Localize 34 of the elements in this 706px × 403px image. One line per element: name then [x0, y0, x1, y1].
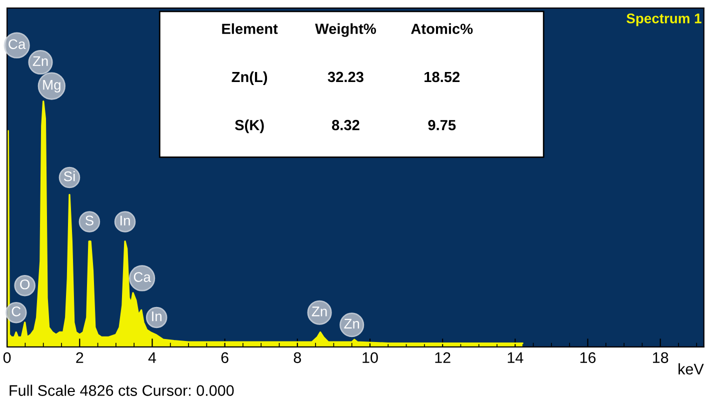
- x-tick-label: 0: [3, 352, 11, 364]
- annotation: Zn: [312, 306, 327, 316]
- x-tick-label: 6: [221, 352, 228, 364]
- annotation: O: [20, 279, 30, 290]
- text: Full Scale 4826 cts Cursor: 0.000: [10, 384, 234, 396]
- text: Weight%: [315, 23, 376, 37]
- text: Zn(L): [232, 71, 268, 86]
- annotation: S: [85, 216, 94, 226]
- annotation: C: [12, 306, 21, 316]
- text: 32.23: [328, 72, 364, 82]
- x-tick-label: 2: [76, 352, 84, 363]
- text: Atomic%: [411, 23, 473, 34]
- text: Element: [222, 23, 278, 34]
- x-axis-title: keV: [678, 363, 704, 375]
- text: Spectrum 1: [626, 14, 702, 26]
- x-tick-label: 10: [362, 352, 378, 364]
- annotation: Si: [64, 171, 75, 182]
- annotation: In: [120, 216, 130, 226]
- annotation: Zn: [344, 318, 360, 328]
- annotation: 8.32: [332, 120, 360, 130]
- x-tick-label: 4: [148, 352, 156, 363]
- x-tick-label: 12: [435, 352, 450, 363]
- annotation: In: [152, 312, 162, 322]
- annotation: 9.75: [428, 120, 456, 130]
- x-tick-label: 14: [508, 352, 524, 363]
- annotation: Ca: [134, 272, 151, 282]
- annotation: S(K): [234, 120, 264, 134]
- x-tick-label: 16: [580, 352, 596, 364]
- text: Ca: [8, 39, 26, 50]
- text: 18.52: [424, 72, 460, 82]
- text: Mg: [43, 80, 60, 92]
- x-tick-label: 8: [294, 352, 301, 364]
- x-tick-label: 18: [653, 352, 668, 364]
- text: Zn: [32, 56, 48, 66]
